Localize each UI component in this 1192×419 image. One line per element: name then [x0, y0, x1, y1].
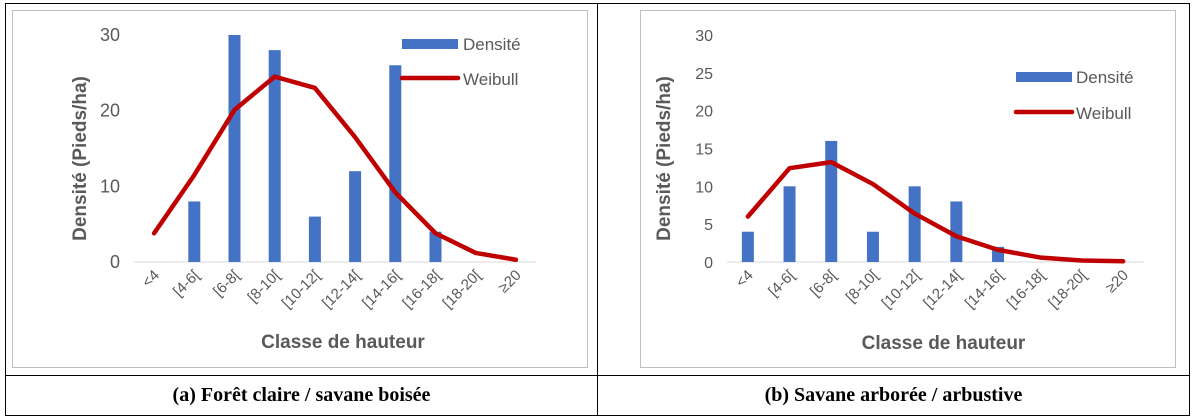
y-tick-label: 10: [695, 179, 713, 196]
y-tick-label: 0: [704, 255, 713, 272]
caption-cell-a: (a) Forêt claire / savane boisée: [5, 375, 598, 416]
chart-cell-a: 0 10 20 30 <4 [4-6[[6-8[[8-10[[10-12[[12-14[[…: [5, 3, 598, 376]
x-tick-label: [4-6[: [765, 266, 799, 300]
bar-densite: [950, 201, 963, 262]
x-tick-label: [10-12[: [878, 266, 924, 312]
x-tick-label: [16-18[: [1004, 266, 1050, 312]
bar-densite: [825, 140, 838, 262]
figure-table: 0 10 20 30 <4 [4-6[[6-8[[8-10[[10-12[[12-14[[…: [5, 3, 1190, 416]
x-tick-label: [6-8[: [210, 266, 244, 300]
bar-densite: [349, 171, 362, 262]
chart-area-a: [12, 10, 588, 368]
bar-densite: [741, 231, 754, 262]
legend-swatch-densite: [1016, 72, 1072, 82]
bar-densite: [228, 35, 241, 262]
y-axis-title: Densité (Pieds/ha): [70, 76, 91, 241]
x-tick-label: <4: [139, 267, 163, 291]
x-tick-label: [8-10[: [843, 266, 883, 306]
y-tick-label: 30: [100, 25, 120, 45]
x-tick-label: [6-8[: [807, 266, 841, 300]
x-tick-label: [4-6[: [170, 266, 204, 300]
bar-densite: [188, 201, 201, 262]
x-axis-title: Classe de hauteur: [862, 333, 1026, 354]
x-tick-label: ≥20: [1102, 267, 1132, 297]
y-tick-label: 10: [100, 176, 120, 196]
bar-densite: [908, 186, 921, 262]
y-tick-label: 5: [704, 217, 713, 234]
x-tick-label: <4: [733, 267, 757, 291]
chart-area-b: [640, 10, 1176, 368]
bar-densite: [308, 216, 321, 262]
bar-densite: [429, 231, 442, 262]
x-tick-label: ≥20: [495, 267, 525, 297]
legend-label-weibull: Weibull: [463, 70, 518, 89]
x-tick-label: [14-16[: [359, 266, 405, 312]
y-tick-label: 0: [110, 252, 120, 272]
x-tick-label: [14-16[: [962, 266, 1008, 312]
x-tick-label: [18-20[: [439, 266, 485, 312]
y-tick-label: 20: [695, 104, 713, 121]
chart-cell-b: 0 5 10 15 20 25 30 <4 [4-6[[6-8[[8-10[[10-12[[12…: [597, 3, 1190, 376]
legend-label-densite: Densité: [1076, 68, 1134, 87]
caption-cell-b: (b) Savane arborée / arbustive: [597, 375, 1190, 416]
chart-b: 0 5 10 15 20 25 30 <4 [4-6[[6-8[[8-10[[10-12[[12…: [654, 28, 1144, 354]
bar-densite: [783, 186, 796, 262]
y-tick-label: 30: [695, 28, 713, 45]
legend-label-weibull: Weibull: [1076, 104, 1131, 123]
bar-densite: [389, 65, 402, 262]
x-axis-title: Classe de hauteur: [261, 332, 425, 353]
y-tick-label: 25: [695, 66, 713, 83]
x-tick-label: [10-12[: [279, 266, 325, 312]
caption-a: (a) Forêt claire / savane boisée: [172, 384, 431, 406]
legend-swatch-densite: [402, 39, 458, 49]
x-tick-label: [12-14[: [920, 266, 966, 312]
bar-densite: [268, 50, 281, 263]
y-tick-label: 15: [695, 142, 713, 159]
caption-b: (b) Savane arborée / arbustive: [764, 384, 1023, 406]
x-tick-label: [18-20[: [1045, 266, 1091, 312]
line-weibull: [151, 74, 519, 262]
x-tick-label: [12-14[: [319, 266, 365, 312]
legend-label-densite: Densité: [463, 35, 521, 54]
y-axis-title: Densité (Pieds/ha): [654, 76, 675, 241]
bar-densite: [866, 231, 879, 262]
x-tick-label: [16-18[: [399, 266, 445, 312]
y-tick-label: 20: [100, 101, 120, 121]
line-weibull: [745, 159, 1126, 264]
